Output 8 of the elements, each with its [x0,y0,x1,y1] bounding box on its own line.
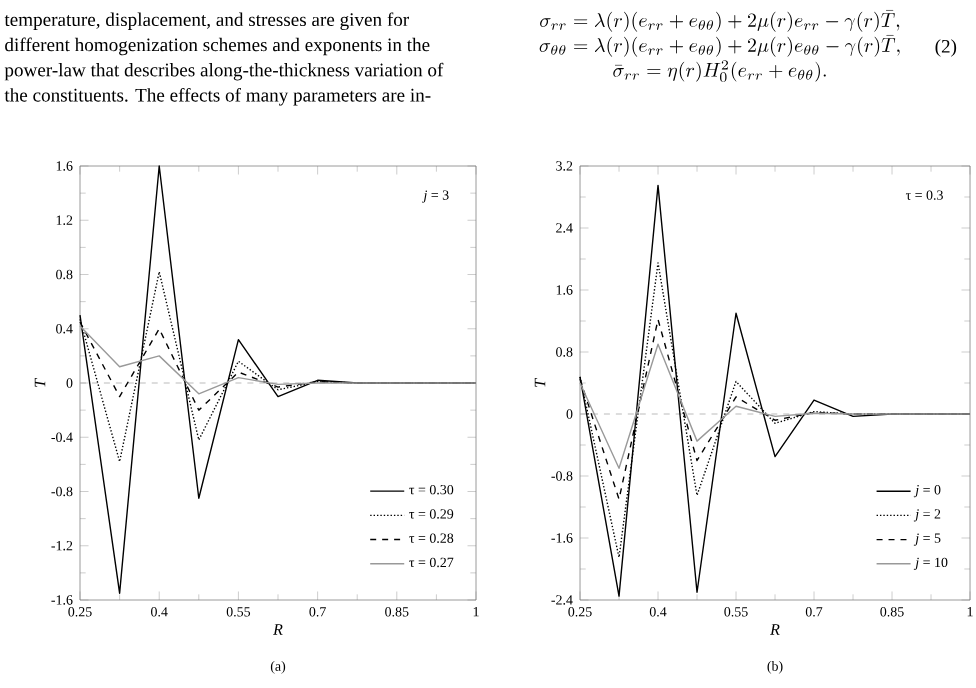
text: $\sigma_{\theta\theta} = \lambda(r)(e_{rr} + e_{\theta\theta}) + 2\mu(r)e_{\theta\theta} - \gamma(r)\bar{T},$ [539,34,900,57]
text: $\sigma_{rr} = \lambda(r)(e_{rr} + e_{\theta\theta}) + 2\mu(r)e_{rr} - \gamma(r)\bar{T},$ [540,9,900,32]
text: power-law that describes along-the-thickness variation of [4,62,444,81]
text: (2) [935,39,957,57]
text: $\bar{\sigma}_{rr} = \eta(r)H_{0}^{2}(e_{rr} + e_{\theta\theta}).$ [613,60,826,82]
text: temperature, displacement, and stresses are given for [4,12,409,30]
text: the constituents. The effects of many parameters are in- [4,88,431,106]
text: different homogenization schemes and exponents in the [5,37,430,56]
